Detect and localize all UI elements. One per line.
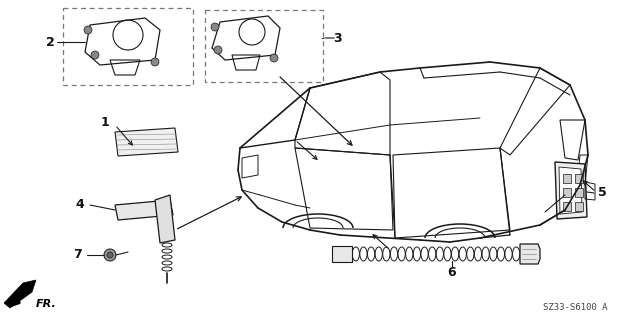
Polygon shape [4,280,36,308]
Text: 7: 7 [74,249,83,262]
Polygon shape [575,202,583,211]
Circle shape [104,249,116,261]
Text: FR.: FR. [36,299,57,309]
Polygon shape [559,167,582,214]
Text: 1: 1 [100,115,109,129]
Polygon shape [575,174,583,183]
Polygon shape [115,128,178,156]
Circle shape [214,46,222,54]
Circle shape [107,252,113,258]
Polygon shape [563,188,571,197]
Text: 6: 6 [448,266,456,279]
Polygon shape [575,188,583,197]
Polygon shape [520,244,540,264]
Polygon shape [155,195,175,243]
Circle shape [91,51,99,59]
Text: 3: 3 [333,32,341,44]
Polygon shape [555,162,587,219]
Polygon shape [115,200,173,220]
Circle shape [270,54,278,62]
Circle shape [84,26,92,34]
Polygon shape [563,202,571,211]
Circle shape [211,23,219,31]
Text: SZ33-S6100 A: SZ33-S6100 A [543,303,607,313]
Circle shape [151,58,159,66]
Text: 5: 5 [598,187,606,199]
Polygon shape [332,246,352,262]
Text: 2: 2 [45,35,54,48]
Text: 4: 4 [76,198,84,211]
Polygon shape [563,174,571,183]
